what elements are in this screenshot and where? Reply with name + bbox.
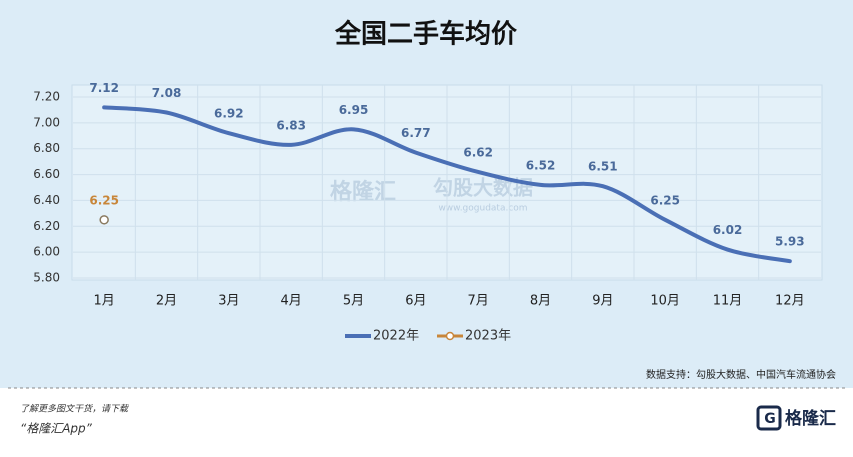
watermark: 格隆汇 bbox=[330, 179, 396, 205]
y-tick-label: 6.00 bbox=[33, 245, 60, 259]
x-tick-label: 2月 bbox=[156, 294, 177, 309]
footer-text: “格隆汇App” bbox=[20, 422, 93, 436]
x-tick-label: 11月 bbox=[713, 294, 743, 309]
x-tick-label: 8月 bbox=[530, 294, 551, 309]
data-label: 6.83 bbox=[276, 118, 306, 132]
y-tick-label: 5.80 bbox=[33, 271, 60, 285]
x-tick-label: 5月 bbox=[343, 294, 364, 309]
point bbox=[99, 215, 109, 225]
data-label: 7.08 bbox=[152, 86, 182, 100]
x-tick-label: 12月 bbox=[775, 294, 805, 309]
legend-label: 2023年 bbox=[465, 329, 511, 344]
x-tick-label: 9月 bbox=[592, 294, 613, 309]
y-tick-label: 7.20 bbox=[33, 90, 60, 104]
data-label: 5.93 bbox=[775, 235, 805, 249]
x-tick-label: 7月 bbox=[468, 294, 489, 309]
source-note: 数据支持：勾股大数据、中国汽车流通协会 bbox=[646, 368, 836, 381]
footer-text: 了解更多图文干货，请下载 bbox=[20, 404, 129, 415]
y-tick-label: 7.00 bbox=[33, 115, 60, 129]
data-label: 6.52 bbox=[526, 158, 556, 172]
watermark: 勾股大数据 bbox=[433, 176, 533, 200]
data-label: 6.92 bbox=[214, 107, 244, 121]
legend-label: 2022年 bbox=[373, 329, 419, 344]
y-tick-label: 6.20 bbox=[33, 219, 60, 233]
legend-marker bbox=[445, 331, 455, 341]
data-label: 6.62 bbox=[463, 145, 493, 159]
logo-icon-letter: G bbox=[764, 411, 776, 427]
y-tick-label: 6.40 bbox=[33, 193, 60, 207]
line bbox=[102, 105, 792, 264]
footer-background bbox=[0, 388, 853, 457]
data-label: 7.12 bbox=[89, 81, 119, 95]
y-tick-label: 6.60 bbox=[33, 167, 60, 181]
data-label: 6.51 bbox=[588, 160, 618, 174]
x-tick-label: 10月 bbox=[650, 294, 680, 309]
data-label: 6.02 bbox=[713, 223, 743, 237]
logo-text: 格隆汇 bbox=[785, 408, 836, 429]
data-label: 6.25 bbox=[89, 193, 119, 207]
y-tick-label: 6.80 bbox=[33, 141, 60, 155]
data-label: 6.95 bbox=[339, 103, 369, 117]
x-tick-label: 6月 bbox=[405, 294, 426, 309]
x-tick-label: 3月 bbox=[218, 294, 239, 309]
x-tick-label: 1月 bbox=[94, 294, 115, 309]
logo-icon bbox=[756, 405, 782, 431]
watermark: www.gogudata.com bbox=[438, 204, 527, 214]
chart-title: 全国二手车均价 bbox=[334, 19, 518, 50]
data-label: 6.77 bbox=[401, 126, 431, 140]
data-label: 6.25 bbox=[650, 193, 680, 207]
x-tick-label: 4月 bbox=[281, 294, 302, 309]
